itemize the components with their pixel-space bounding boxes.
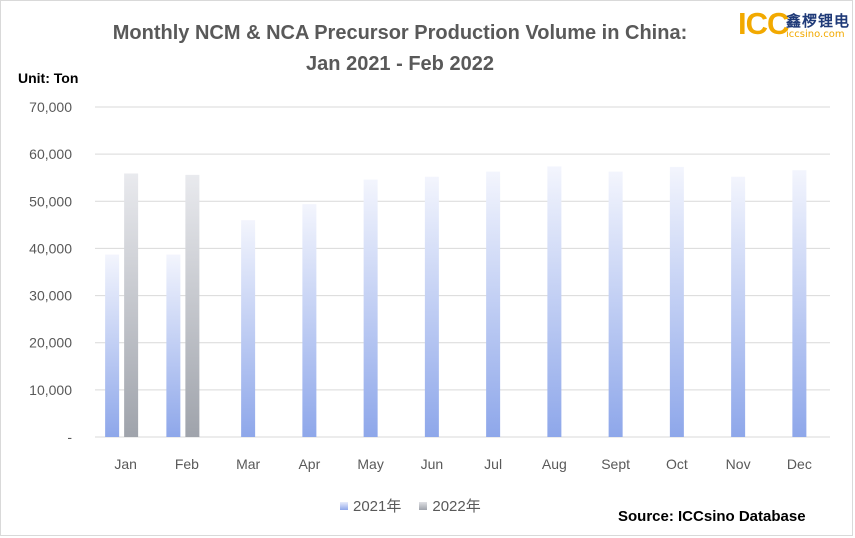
y-tick-label: 30,000 <box>29 288 72 304</box>
legend-item-2021: 2021年 <box>340 495 401 516</box>
bar-2021-mar <box>241 220 256 437</box>
x-tick-label: Sept <box>601 456 630 472</box>
bar-2021-sept <box>608 171 623 438</box>
x-tick-label: Jul <box>484 456 502 472</box>
x-tick-label: Jan <box>114 456 137 472</box>
bar-2021-jan <box>105 254 120 437</box>
logo-icc-text: ICC <box>738 6 789 41</box>
y-tick-label: - <box>67 429 72 445</box>
gridlines <box>95 106 830 438</box>
bar-2021-aug <box>547 166 562 437</box>
bar-2022-jan <box>124 173 139 437</box>
legend-label-2022: 2022年 <box>432 498 481 515</box>
y-tick-label: 20,000 <box>29 335 72 351</box>
bars <box>105 166 807 438</box>
chart-title: Monthly NCM & NCA Precursor Production V… <box>40 18 760 80</box>
y-tick-label: 60,000 <box>29 146 72 162</box>
iccsino-logo: ICC 鑫椤锂电 iccsino.com <box>738 6 851 44</box>
x-tick-label: Feb <box>175 456 199 472</box>
legend-item-2022: 2022年 <box>419 495 481 516</box>
legend-swatch-2022 <box>419 501 428 510</box>
chart-title-line-2: Jan 2021 - Feb 2022 <box>306 53 494 75</box>
bar-2021-dec <box>792 170 807 437</box>
bar-2021-oct <box>669 166 684 437</box>
bar-2022-feb <box>185 174 200 437</box>
x-tick-label: Mar <box>236 456 260 472</box>
bar-2021-nov <box>731 176 746 437</box>
logo-chinese-text: 鑫椤锂电 <box>786 12 851 30</box>
y-tick-label: 10,000 <box>29 382 72 398</box>
source-note: Source: ICCsino Database <box>618 508 806 525</box>
y-tick-label: 40,000 <box>29 240 72 256</box>
bar-2021-apr <box>302 204 317 437</box>
unit-label: Unit: Ton <box>18 70 79 86</box>
chart-title-line-1: Monthly NCM & NCA Precursor Production V… <box>112 22 688 44</box>
legend: 2021年 2022年 <box>340 495 481 516</box>
bar-2021-jul <box>486 171 501 438</box>
x-tick-label: Jun <box>421 456 444 472</box>
y-tick-label: 70,000 <box>29 99 72 115</box>
x-tick-label: May <box>357 456 383 472</box>
legend-label-2021: 2021年 <box>353 498 402 515</box>
legend-swatch-2021 <box>340 501 348 510</box>
x-tick-label: Aug <box>542 456 567 472</box>
x-axis-ticks: Jan Feb Mar Apr May Jun Jul Aug Sept Oct Nov Dec <box>114 456 811 472</box>
logo-domain-text: iccsino.com <box>786 29 845 40</box>
y-axis-ticks: - 10,000 20,000 30,000 40,000 50,000 60,000 70,… <box>29 99 72 445</box>
bar-2021-may <box>363 179 378 437</box>
y-tick-label: 50,000 <box>29 193 72 209</box>
bar-2021-feb <box>166 254 181 437</box>
bar-2021-jun <box>424 176 439 437</box>
x-tick-label: Oct <box>666 456 688 472</box>
x-tick-label: Nov <box>726 456 751 472</box>
x-tick-label: Dec <box>787 456 812 472</box>
x-tick-label: Apr <box>298 456 320 472</box>
